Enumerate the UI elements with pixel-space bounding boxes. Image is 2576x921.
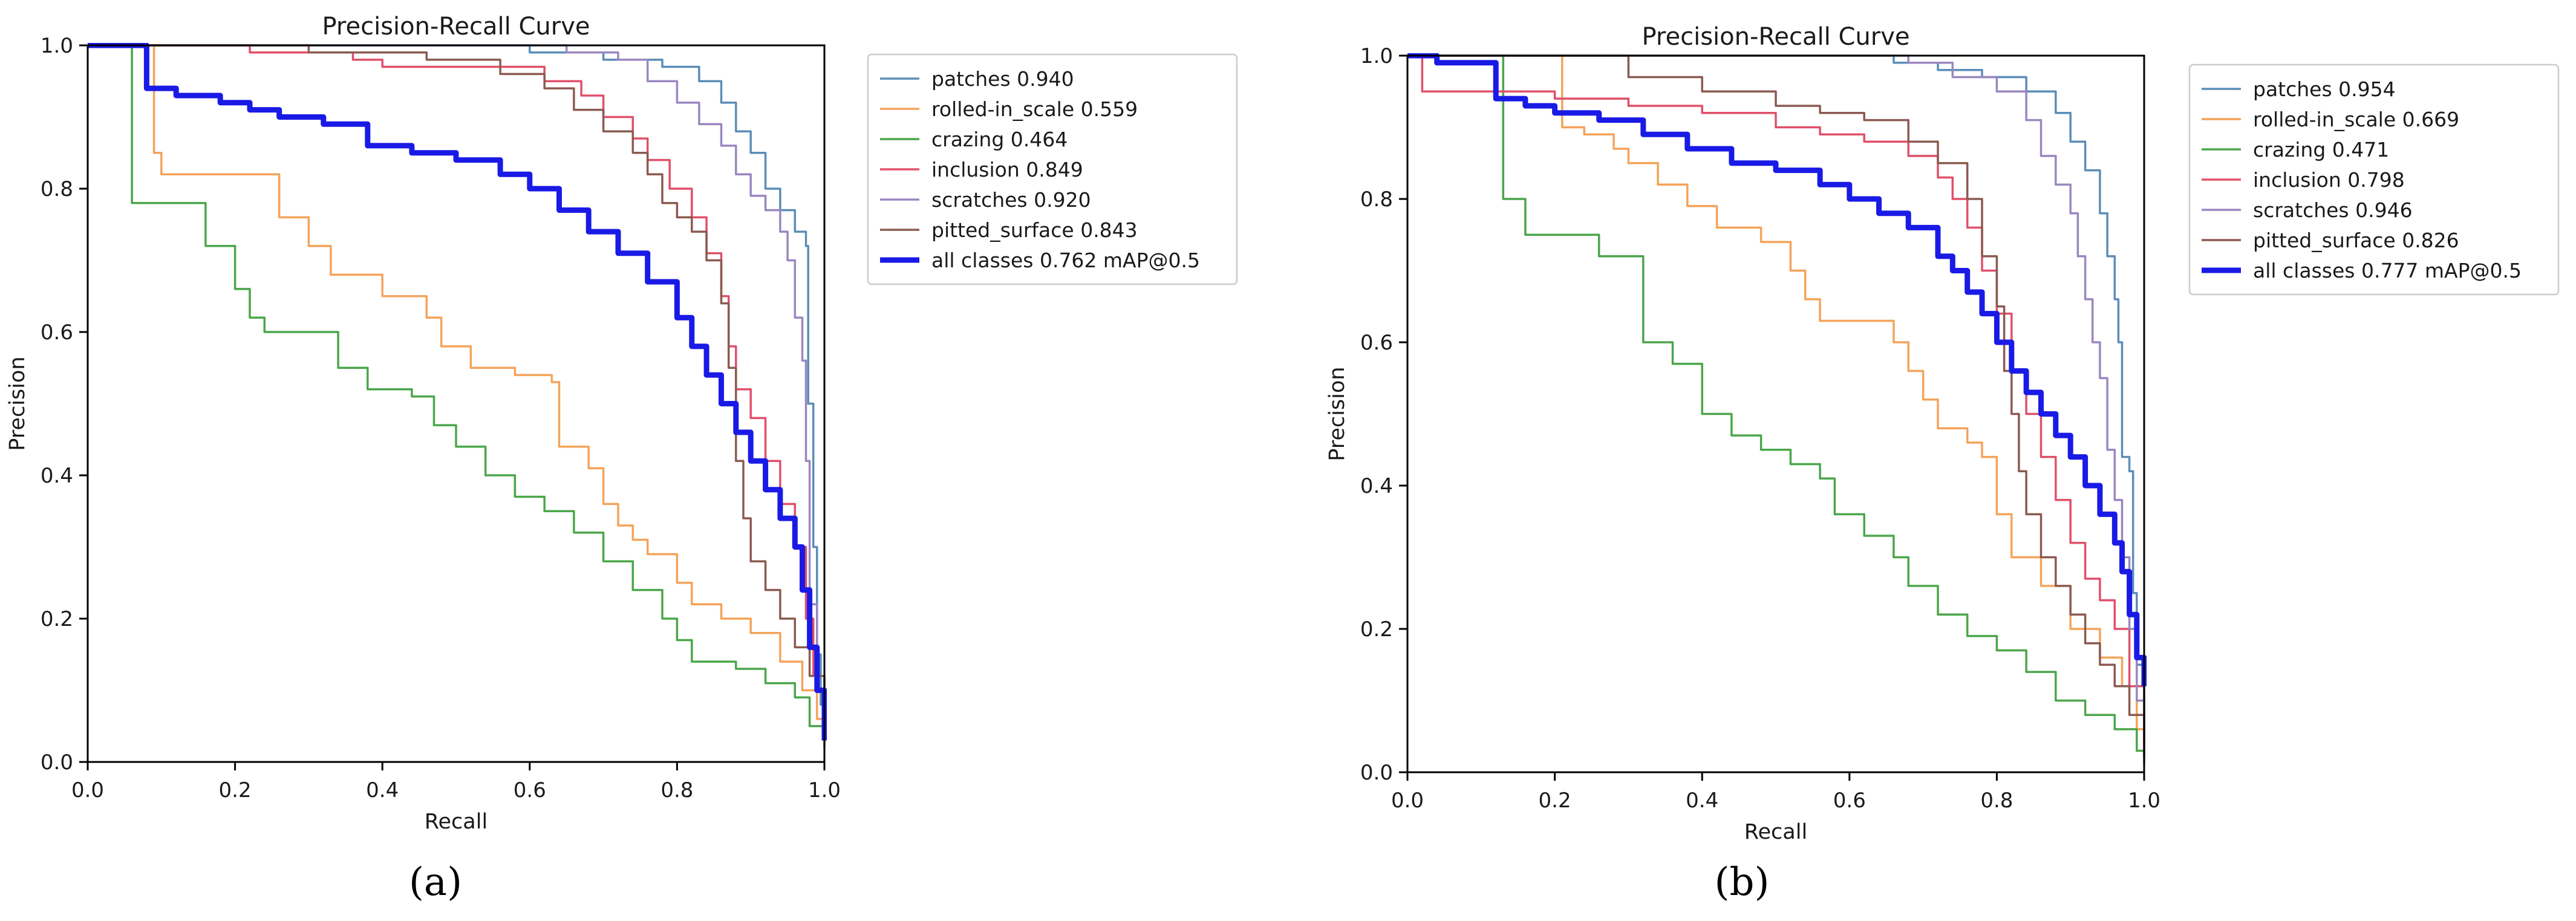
series-line-pitted-surface bbox=[88, 44, 826, 734]
y-tick-label: 1.0 bbox=[1360, 44, 1393, 68]
chart-panel-2: 0.0 0.2 0.4 0.6 0.8 1.0 0.0 0.2 0.4 0.6 0.8 1.0 Prec… bbox=[1325, 23, 2560, 905]
chart-panel-1: 0.0 0.2 0.4 0.6 0.8 1.0 0.0 0.2 0.4 0.6 0.8 1.0 Prec… bbox=[5, 13, 1238, 905]
y-tick-label: 0.8 bbox=[41, 177, 73, 201]
y-tick-label: 0.4 bbox=[1360, 474, 1393, 498]
series-line-inclusion bbox=[1407, 54, 2145, 744]
series-line-patches bbox=[1407, 54, 2145, 751]
plot-area bbox=[1407, 56, 2144, 772]
x-tick-label: 1.0 bbox=[2128, 789, 2160, 813]
legend-entry: patches 0.940 bbox=[931, 67, 1074, 91]
x-tick-label: 0.2 bbox=[219, 778, 252, 802]
legend: patches 0.940 rolled-in_scale 0.559 crazin… bbox=[867, 53, 1238, 285]
series-line-all-classes bbox=[88, 43, 827, 741]
legend-entry: scratches 0.946 bbox=[2253, 198, 2413, 222]
series-line-crazing bbox=[88, 44, 826, 748]
x-axis-label: Recall bbox=[425, 810, 487, 834]
legend-entry: rolled-in_scale 0.669 bbox=[2253, 108, 2459, 131]
x-tick-label: 0.8 bbox=[1980, 789, 2013, 813]
x-tick-label: 1.0 bbox=[808, 778, 841, 802]
y-tick-label: 1.0 bbox=[41, 34, 73, 58]
y-tick-label: 0.2 bbox=[41, 607, 73, 631]
x-tick-label: 0.6 bbox=[1833, 789, 1866, 813]
chart-title: Precision-Recall Curve bbox=[1642, 23, 1910, 51]
x-tick-label: 0.0 bbox=[1391, 789, 1424, 813]
legend-entry: crazing 0.464 bbox=[931, 128, 1068, 151]
series-lines bbox=[88, 43, 827, 748]
y-tick-label: 0.0 bbox=[41, 750, 73, 775]
legend-entry: crazing 0.471 bbox=[2253, 138, 2389, 161]
y-tick-label: 0.6 bbox=[41, 321, 73, 345]
plot-area bbox=[88, 45, 824, 762]
series-line-all-classes bbox=[1407, 53, 2147, 686]
legend-entry: pitted_surface 0.826 bbox=[2253, 229, 2459, 252]
axes-frame bbox=[86, 44, 826, 763]
legend-box bbox=[2188, 63, 2560, 296]
x-tick-label: 0.4 bbox=[1686, 789, 1718, 813]
legend-entry: rolled-in_scale 0.559 bbox=[931, 97, 1138, 121]
legend-entry: all classes 0.762 mAP@0.5 bbox=[931, 249, 1200, 272]
x-tick-label: 0.0 bbox=[71, 778, 104, 802]
series-line-crazing bbox=[1407, 54, 2145, 766]
x-tick-label: 0.6 bbox=[514, 778, 546, 802]
axes-frame bbox=[1406, 54, 2145, 773]
y-tick-label: 0.4 bbox=[41, 464, 73, 488]
legend-box bbox=[867, 53, 1238, 285]
legend-entry: inclusion 0.849 bbox=[931, 158, 1083, 181]
x-tick-label: 0.4 bbox=[366, 778, 399, 802]
x-tick-label: 0.8 bbox=[660, 778, 693, 802]
legend-entry: pitted_surface 0.843 bbox=[931, 218, 1138, 242]
panel-caption: (a) bbox=[409, 860, 462, 905]
legend-entry: all classes 0.777 mAP@0.5 bbox=[2253, 259, 2522, 282]
legend-entry: patches 0.954 bbox=[2253, 77, 2396, 101]
chart-title: Precision-Recall Curve bbox=[322, 13, 590, 41]
y-axis-label: Precision bbox=[1325, 366, 1349, 461]
series-line-patches bbox=[88, 44, 826, 741]
y-tick-label: 0.2 bbox=[1360, 617, 1393, 642]
y-tick-label: 0.0 bbox=[1360, 761, 1393, 785]
y-tick-label: 0.6 bbox=[1360, 331, 1393, 355]
series-line-rolled-in-scale bbox=[88, 44, 826, 748]
series-line-pitted-surface bbox=[1407, 54, 2145, 758]
y-axis-label: Precision bbox=[5, 356, 30, 451]
legend-entry: scratches 0.920 bbox=[931, 188, 1091, 212]
series-lines bbox=[1407, 53, 2147, 766]
panel-caption: (b) bbox=[1715, 860, 1770, 905]
x-tick-label: 0.2 bbox=[1539, 789, 1571, 813]
x-axis-label: Recall bbox=[1744, 820, 1807, 844]
y-tick-label: 0.8 bbox=[1360, 187, 1393, 212]
legend: patches 0.954 rolled-in_scale 0.669 crazin… bbox=[2188, 63, 2560, 296]
legend-entry: inclusion 0.798 bbox=[2253, 168, 2405, 192]
series-line-scratches bbox=[88, 44, 826, 726]
